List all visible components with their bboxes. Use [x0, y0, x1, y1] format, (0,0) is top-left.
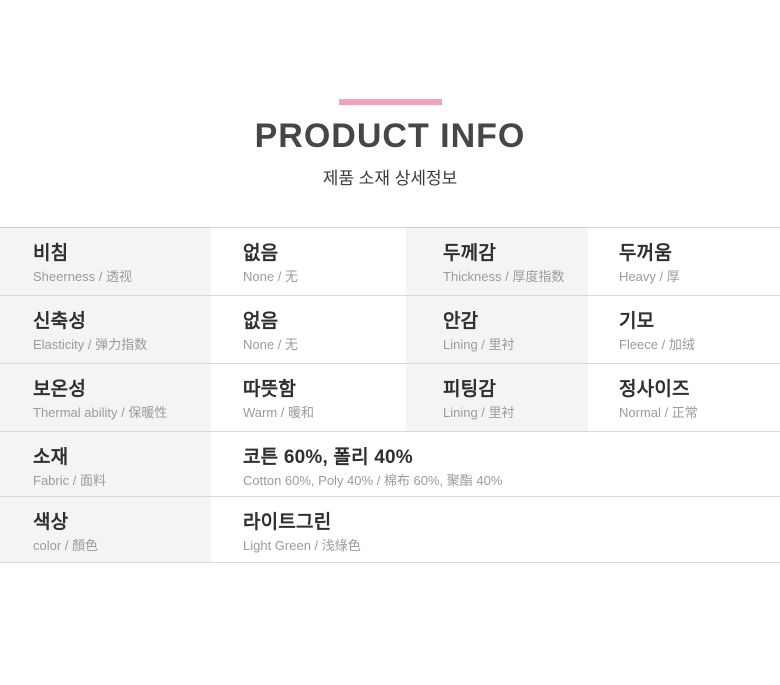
- page-header: PRODUCT INFO 제품 소재 상세정보: [0, 0, 780, 189]
- spec-value: 코튼 60%, 폴리 40%: [243, 447, 413, 468]
- spec-value-translation: Warm / 暖和: [243, 405, 315, 420]
- spec-value-translation: Light Green / 浅綠色: [243, 538, 361, 553]
- spec-value-cell: 라이트그린 Light Green / 浅綠色: [211, 497, 780, 563]
- spec-label-cell: 보온성 Thermal ability / 保暖性: [0, 364, 211, 432]
- spec-name-translation: Elasticity / 弹力指数: [33, 337, 148, 352]
- spec-value: 따뜻함: [243, 379, 297, 400]
- spec-value-cell: 코튼 60%, 폴리 40% Cotton 60%, Poly 40% / 棉布…: [211, 432, 780, 497]
- spec-value: 라이트그린: [243, 512, 332, 533]
- spec-label-cell: 색상 color / 顏色: [0, 497, 211, 563]
- spec-name-translation: Thickness / 厚度指数: [443, 269, 565, 284]
- spec-value-cell: 따뜻함 Warm / 暖和: [211, 364, 406, 432]
- spec-value-translation: Cotton 60%, Poly 40% / 棉布 60%, 聚酯 40%: [243, 473, 503, 488]
- spec-value-translation: None / 无: [243, 269, 298, 284]
- spec-value-translation: Fleece / 加绒: [619, 337, 695, 352]
- spec-value-cell: 없음 None / 无: [211, 296, 406, 364]
- spec-label-cell: 소재 Fabric / 面料: [0, 432, 211, 497]
- spec-name-translation: Lining / 里衬: [443, 405, 515, 420]
- spec-label-cell: 신축성 Elasticity / 弹力指数: [0, 296, 211, 364]
- spec-value: 정사이즈: [619, 379, 690, 400]
- spec-label-cell: 비침 Sheerness / 透视: [0, 228, 211, 296]
- spec-value: 기모: [619, 311, 655, 332]
- spec-label-cell: 피팅감 Lining / 里衬: [406, 364, 588, 432]
- spec-name: 비침: [33, 243, 69, 264]
- spec-value-translation: Normal / 正常: [619, 405, 698, 420]
- spec-name: 신축성: [33, 311, 87, 332]
- pink-accent-bar: [338, 99, 442, 105]
- spec-value-cell: 없음 None / 无: [211, 228, 406, 296]
- spec-name-translation: Thermal ability / 保暖性: [33, 405, 168, 420]
- spec-value-cell: 기모 Fleece / 加绒: [588, 296, 780, 364]
- spec-value-translation: Heavy / 厚: [619, 269, 680, 284]
- spec-label-cell: 두께감 Thickness / 厚度指数: [406, 228, 588, 296]
- spec-name: 소재: [33, 447, 69, 468]
- spec-name-translation: Sheerness / 透视: [33, 269, 132, 284]
- spec-name: 피팅감: [443, 379, 497, 400]
- spec-value-cell: 정사이즈 Normal / 正常: [588, 364, 780, 432]
- spec-label-cell: 안감 Lining / 里衬: [406, 296, 588, 364]
- spec-name: 보온성: [33, 379, 87, 400]
- spec-name: 두께감: [443, 243, 497, 264]
- spec-value-translation: None / 无: [243, 337, 298, 352]
- spec-name: 색상: [33, 512, 69, 533]
- spec-name-translation: Lining / 里衬: [443, 337, 515, 352]
- product-info-table: 비침 Sheerness / 透视 없음 None / 无 두께감 Thickn…: [0, 227, 780, 563]
- spec-name: 안감: [443, 311, 479, 332]
- spec-value: 두꺼움: [619, 243, 673, 264]
- page-subtitle: 제품 소재 상세정보: [322, 169, 458, 188]
- spec-value: 없음: [243, 311, 279, 332]
- page-title: PRODUCT INFO: [254, 117, 526, 155]
- spec-value: 없음: [243, 243, 279, 264]
- spec-name-translation: color / 顏色: [33, 538, 99, 553]
- spec-value-cell: 두꺼움 Heavy / 厚: [588, 228, 780, 296]
- spec-name-translation: Fabric / 面料: [33, 473, 106, 488]
